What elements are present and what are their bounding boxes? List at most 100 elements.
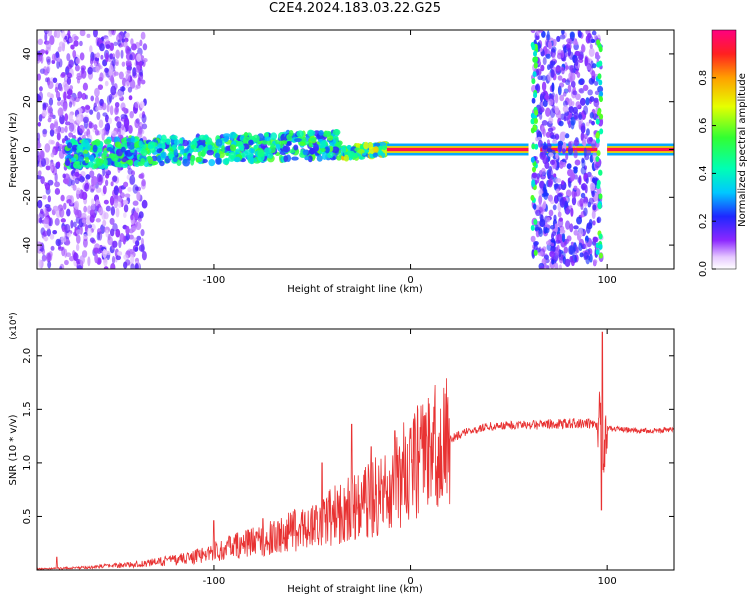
spectrogram-cell xyxy=(110,206,116,216)
spectrogram-cell xyxy=(574,159,581,166)
spectrogram-cell xyxy=(94,138,101,146)
spectrogram-cell xyxy=(550,199,555,205)
spectrogram-cell xyxy=(77,91,83,99)
spectrogram-cell xyxy=(531,172,538,179)
spectrogram-cell xyxy=(124,193,131,198)
spectrogram-cell xyxy=(64,125,68,133)
spectrogram-cell xyxy=(565,220,571,230)
spectrogram-cell xyxy=(89,57,94,66)
spectrogram-cell xyxy=(592,204,597,211)
spectrogram-cell xyxy=(121,107,126,112)
spectrogram-cell xyxy=(224,157,230,165)
spectrogram-cell xyxy=(37,174,42,180)
spectrogram-cell xyxy=(378,145,384,151)
spectrogram-cell xyxy=(138,211,144,219)
spectrogram-cell xyxy=(75,114,82,124)
spectrogram-cell xyxy=(72,161,81,169)
spectrogram-cell xyxy=(78,124,85,134)
spectrogram-cell xyxy=(548,168,554,178)
spectrogram-cell xyxy=(38,149,45,160)
spectrogram-cell xyxy=(125,81,130,89)
spectrogram-cell xyxy=(83,149,89,154)
spectrogram-cell xyxy=(324,146,330,154)
spectrogram-cell xyxy=(83,116,89,124)
spectrogram-cell xyxy=(569,223,574,233)
spectrogram-cell xyxy=(587,89,593,96)
spectrogram-cell xyxy=(589,43,593,49)
spectrogram-cell xyxy=(46,91,51,98)
spectrogram-cell xyxy=(40,157,47,167)
spectrogram-cell xyxy=(115,255,122,261)
spectrogram-cell xyxy=(91,176,98,186)
spectrogram-cell xyxy=(578,87,585,94)
colorbar-label: Normalized spectral amplitude xyxy=(737,73,748,227)
spectrogram-cell xyxy=(50,140,55,145)
spectrogram-cell xyxy=(116,121,122,129)
spectrogram-cell xyxy=(588,218,593,227)
page-title: C2E4.2024.183.03.22.G25 xyxy=(268,1,442,16)
spectrogram-cell xyxy=(177,145,184,151)
spectrogram-cell xyxy=(540,151,544,158)
spectrogram-cell xyxy=(198,134,207,141)
spectrogram-cell xyxy=(102,248,107,259)
spectrogram-cell xyxy=(72,49,77,59)
spectrogram-cell xyxy=(60,73,66,78)
spectrogram-cell xyxy=(577,79,584,86)
spectrogram-cell xyxy=(293,144,299,151)
spectrogram-cell xyxy=(556,35,561,42)
spectrogram-cell xyxy=(99,43,105,52)
spectrogram-cell xyxy=(129,175,136,185)
spectrogram-cell xyxy=(573,167,578,174)
spectrogram-cell xyxy=(113,200,119,209)
spectrogram-cell xyxy=(134,247,139,252)
spectrogram-cell xyxy=(215,157,222,165)
spectrogram-cell xyxy=(583,105,589,115)
spectrogram-cell xyxy=(121,123,125,131)
spectrogram-cell xyxy=(588,77,595,85)
spectrogram-cell xyxy=(156,148,162,154)
spectrogram-cell xyxy=(37,54,41,64)
spectrogram-cell xyxy=(372,152,379,158)
spectrogram-cell xyxy=(97,231,103,241)
spectrogram-cell xyxy=(304,156,310,161)
spectrogram-cell xyxy=(585,224,591,234)
spectrogram-cell xyxy=(151,160,159,166)
spectrogram-cell xyxy=(120,49,124,59)
spectrogram-cell xyxy=(593,259,597,267)
spectrogram-cell xyxy=(104,80,109,87)
spectrogram-cell xyxy=(576,72,581,78)
spectrogram-cell xyxy=(554,93,559,104)
edge-cell xyxy=(599,128,604,135)
spectrogram-cell xyxy=(39,216,43,224)
spectrogram-cell xyxy=(555,234,559,243)
spectrogram-cell xyxy=(215,138,223,147)
spectrogram-cell xyxy=(347,150,356,159)
spectrogram-cell xyxy=(108,153,116,159)
spectrogram-cell xyxy=(547,40,552,50)
spectrogram-cell xyxy=(123,254,129,260)
spectrogram-cell xyxy=(549,108,556,118)
spectrogram-cell xyxy=(91,198,95,206)
spectrogram-cell xyxy=(121,38,125,43)
spectrogram-cell xyxy=(59,126,65,134)
spectrogram-cell xyxy=(544,227,550,234)
spectrogram-cell xyxy=(551,259,555,265)
spectrogram-cell xyxy=(70,44,75,50)
snr-x-label: Height of straight line (km) xyxy=(287,584,423,595)
spectrogram-cell xyxy=(87,256,91,267)
spectrogram-cell xyxy=(60,235,67,243)
edge-cell xyxy=(531,44,536,51)
spectrogram-cell xyxy=(61,30,66,39)
spectrogram-cell xyxy=(54,86,59,93)
spectrogram-cell xyxy=(89,184,96,192)
snr-x-ticks: -100 0 100 xyxy=(203,329,617,587)
spectrogram-cell xyxy=(92,144,98,153)
spectrogram-cell xyxy=(573,149,578,159)
edge-cell xyxy=(533,92,538,99)
spectrogram-cell xyxy=(249,156,255,165)
spectrogram-cell xyxy=(581,182,587,191)
spectrogram-cell xyxy=(63,202,67,210)
spectrogram-cell xyxy=(59,207,65,218)
spectrogram-cell xyxy=(110,262,116,269)
spectrogram-cell xyxy=(102,112,108,117)
